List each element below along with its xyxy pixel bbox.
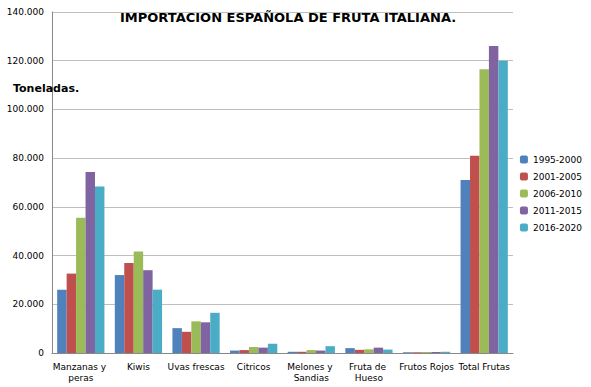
svg-text:140.000: 140.000 <box>7 7 44 17</box>
svg-text:Kiwis: Kiwis <box>127 362 150 372</box>
svg-text:1995-2000: 1995-2000 <box>533 155 582 165</box>
svg-text:0: 0 <box>38 348 44 358</box>
svg-text:Melones y: Melones y <box>287 362 335 372</box>
svg-text:Total Frutas: Total Frutas <box>457 362 510 372</box>
svg-text:Toneladas.: Toneladas. <box>13 82 79 95</box>
svg-text:100.000: 100.000 <box>7 104 44 114</box>
svg-text:Hueso: Hueso <box>355 373 384 383</box>
svg-text:60.000: 60.000 <box>13 202 45 212</box>
svg-text:Manzanas y: Manzanas y <box>53 362 109 372</box>
svg-text:peras: peras <box>68 373 93 383</box>
svg-text:2001-2005: 2001-2005 <box>533 172 582 182</box>
svg-text:2006-2010: 2006-2010 <box>533 189 582 199</box>
svg-text:IMPORTACION ESPAÑOLA DE FRUTA: IMPORTACION ESPAÑOLA DE FRUTA ITALIANA. <box>120 10 456 25</box>
svg-text:120.000: 120.000 <box>7 56 44 66</box>
svg-text:Citricos: Citricos <box>237 362 271 372</box>
svg-text:Uvas frescas: Uvas frescas <box>168 362 225 372</box>
svg-text:Fruta de: Fruta de <box>349 362 389 372</box>
svg-text:80.000: 80.000 <box>13 153 45 163</box>
svg-text:20.000: 20.000 <box>13 299 45 309</box>
svg-text:2011-2015: 2011-2015 <box>533 206 582 216</box>
svg-text:40.000: 40.000 <box>13 251 45 261</box>
svg-text:2016-2020: 2016-2020 <box>533 223 582 233</box>
svg-text:Frutos Rojos: Frutos Rojos <box>399 362 454 372</box>
svg-text:Sandias: Sandias <box>294 373 330 383</box>
